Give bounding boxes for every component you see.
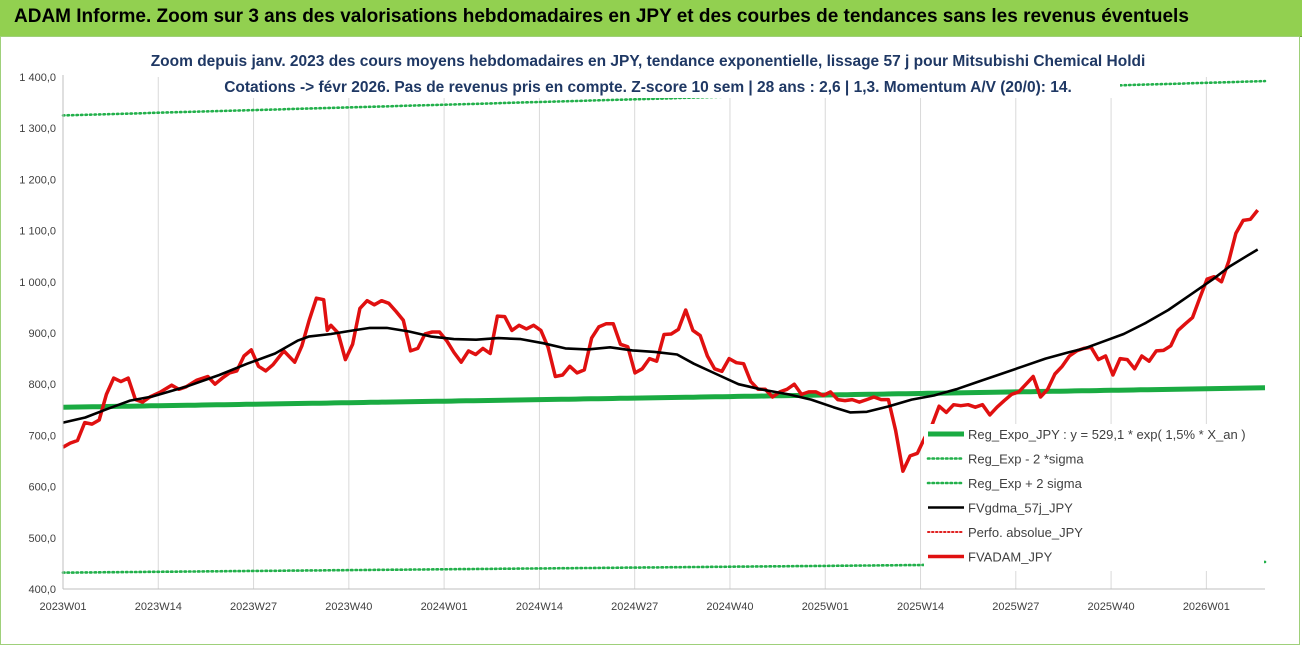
y-tick-label: 1 100,0	[19, 226, 56, 238]
y-tick-label: 600,0	[28, 482, 56, 494]
y-tick-label: 1 000,0	[19, 277, 56, 289]
legend: Reg_Expo_JPY : y = 529,1 * exp( 1,5% * X…	[924, 424, 1264, 571]
report-title: ADAM Informe. Zoom sur 3 ans des valoris…	[14, 6, 1189, 27]
legend-label: FVgdma_57j_JPY	[968, 501, 1073, 516]
y-tick-label: 1 200,0	[19, 174, 56, 186]
x-tick-label: 2023W40	[325, 601, 372, 613]
x-tick-label: 2023W27	[230, 601, 277, 613]
legend-background	[924, 424, 1264, 571]
x-tick-label: 2024W14	[516, 601, 563, 613]
series-reg-exp-plus-2-sigma	[61, 79, 1267, 117]
y-tick-label: 700,0	[28, 430, 56, 442]
y-tick-label: 800,0	[28, 379, 56, 391]
axis-layer: 2023W01 2023W14 2023W27 2023W40 2024W01 2024W…	[19, 72, 1265, 613]
x-tick-label: 2025W40	[1088, 601, 1135, 613]
y-tick-label: 1 400,0	[19, 72, 56, 84]
series-fvgdma-57j	[62, 248, 1259, 424]
y-tick-label: 500,0	[28, 533, 56, 545]
x-tick-label: 2025W01	[802, 601, 849, 613]
title-background	[170, 46, 1120, 98]
x-tick-label: 2024W27	[611, 601, 658, 613]
x-tick-label: 2023W01	[39, 601, 86, 613]
legend-label: Reg_Expo_JPY : y = 529,1 * exp( 1,5% * X…	[968, 427, 1246, 442]
x-tick-label: 2025W27	[992, 601, 1039, 613]
x-tick-label: 2023W14	[135, 601, 182, 613]
series-reg-expo	[62, 385, 1266, 410]
x-tick-label: 2024W40	[706, 601, 753, 613]
report-banner: ADAM Informe. Zoom sur 3 ans des valoris…	[0, 0, 1302, 37]
chart-subtitle: Cotations -> févr 2026. Pas de revenus p…	[224, 79, 1072, 96]
x-tick-label: 2026W01	[1183, 601, 1230, 613]
x-tick-label: 2025W14	[897, 601, 944, 613]
y-tick-label: 1 300,0	[19, 123, 56, 135]
legend-label: Reg_Exp - 2 *sigma	[968, 452, 1084, 467]
legend-label: FVADAM_JPY	[968, 550, 1053, 565]
series-layer	[61, 79, 1267, 574]
legend-label: Perfo. absolue_JPY	[968, 525, 1083, 540]
x-tick-label: 2024W01	[421, 601, 468, 613]
y-tick-label: 900,0	[28, 328, 56, 340]
chart-frame	[0, 36, 1300, 645]
legend-label: Reg_Exp + 2 sigma	[968, 476, 1083, 491]
series-fvadam	[62, 209, 1260, 473]
y-tick-label: 400,0	[28, 584, 56, 596]
chart-title: Zoom depuis janv. 2023 des cours moyens …	[151, 53, 1146, 70]
